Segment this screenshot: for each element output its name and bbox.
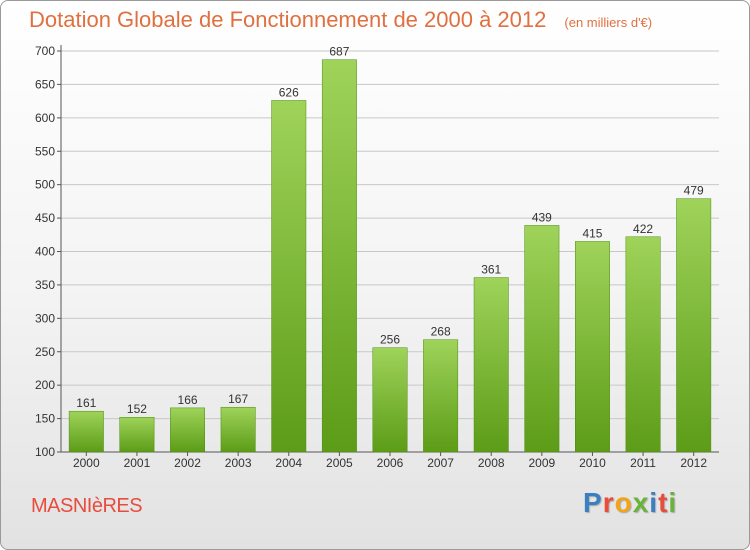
x-tick-label-2012: 2012 <box>680 456 707 470</box>
y-tick-label: 650 <box>35 77 55 91</box>
chart-subtitle: (en milliers d'€) <box>564 15 653 30</box>
y-tick-label: 200 <box>35 378 55 392</box>
data-label-2006: 256 <box>380 333 400 347</box>
bar-2008[interactable] <box>473 277 509 453</box>
data-label-2011: 422 <box>633 222 653 236</box>
data-label-2008: 361 <box>481 263 501 277</box>
x-tick-label-2006: 2006 <box>377 456 404 470</box>
y-tick-label: 600 <box>35 111 55 125</box>
logo-letter: t <box>658 487 669 518</box>
logo-letter: x <box>632 487 650 518</box>
x-tick-label-2004: 2004 <box>275 456 302 470</box>
x-tick-label-2001: 2001 <box>124 456 151 470</box>
data-label-2004: 626 <box>279 85 299 99</box>
x-tick-label-2009: 2009 <box>528 456 555 470</box>
data-label-2005: 687 <box>329 45 349 59</box>
y-tick-label: 550 <box>35 144 55 158</box>
data-label-2003: 167 <box>228 392 248 406</box>
proxiti-logo[interactable]: Proxiti <box>583 487 677 519</box>
logo-letter: o <box>614 487 633 518</box>
bars <box>68 59 712 453</box>
data-label-2000: 161 <box>76 396 96 410</box>
x-tick-label-2007: 2007 <box>427 456 454 470</box>
logo-letter: r <box>602 487 615 518</box>
y-tick-label: 400 <box>35 245 55 259</box>
data-label-2010: 415 <box>582 226 602 240</box>
y-tick-label: 150 <box>35 412 55 426</box>
labels: 100 150 200 250 300 350 400 450 500 550 600 650 700 1… <box>35 44 707 470</box>
x-tick-label-2003: 2003 <box>225 456 252 470</box>
bar-2006[interactable] <box>372 347 408 453</box>
data-label-2009: 439 <box>532 210 552 224</box>
logo-letter: P <box>583 487 603 518</box>
bar-2003[interactable] <box>220 406 256 453</box>
data-label-2012: 479 <box>684 184 704 198</box>
bar-2004[interactable] <box>271 100 307 453</box>
y-tick-label: 700 <box>35 44 55 58</box>
x-tick-label-2011: 2011 <box>630 456 656 470</box>
bar-2001[interactable] <box>119 416 155 453</box>
bar-2009[interactable] <box>524 225 560 453</box>
bar-2002[interactable] <box>170 407 205 453</box>
y-tick-label: 250 <box>35 345 55 359</box>
data-label-2002: 166 <box>178 393 198 407</box>
x-tick-label-2008: 2008 <box>478 456 505 470</box>
x-tick-label-2002: 2002 <box>174 456 201 470</box>
logo-letter: i <box>649 487 659 518</box>
x-tick-label-2005: 2005 <box>326 456 353 470</box>
y-tick-label: 100 <box>35 445 55 459</box>
y-tick-label: 500 <box>35 178 55 192</box>
y-tick-label: 350 <box>35 278 55 292</box>
y-tick-label: 300 <box>35 311 55 325</box>
title-row: Dotation Globale de Fonctionnement de 20… <box>29 7 652 33</box>
x-tick-label-2000: 2000 <box>73 456 100 470</box>
place-name: MASNIèRES <box>31 495 143 517</box>
data-label-2007: 268 <box>431 325 451 339</box>
bar-2005[interactable] <box>321 59 357 453</box>
bar-2011[interactable] <box>625 236 661 453</box>
x-tick-label-2010: 2010 <box>579 456 606 470</box>
bar-2010[interactable] <box>575 241 610 453</box>
y-tick-label: 450 <box>35 211 55 225</box>
bar-2007[interactable] <box>423 339 459 453</box>
bar-2012[interactable] <box>676 198 712 453</box>
bar-2000[interactable] <box>68 410 104 453</box>
logo-letter: i <box>668 487 678 518</box>
data-label-2001: 152 <box>127 402 147 416</box>
chart-title: Dotation Globale de Fonctionnement de 20… <box>29 7 547 32</box>
